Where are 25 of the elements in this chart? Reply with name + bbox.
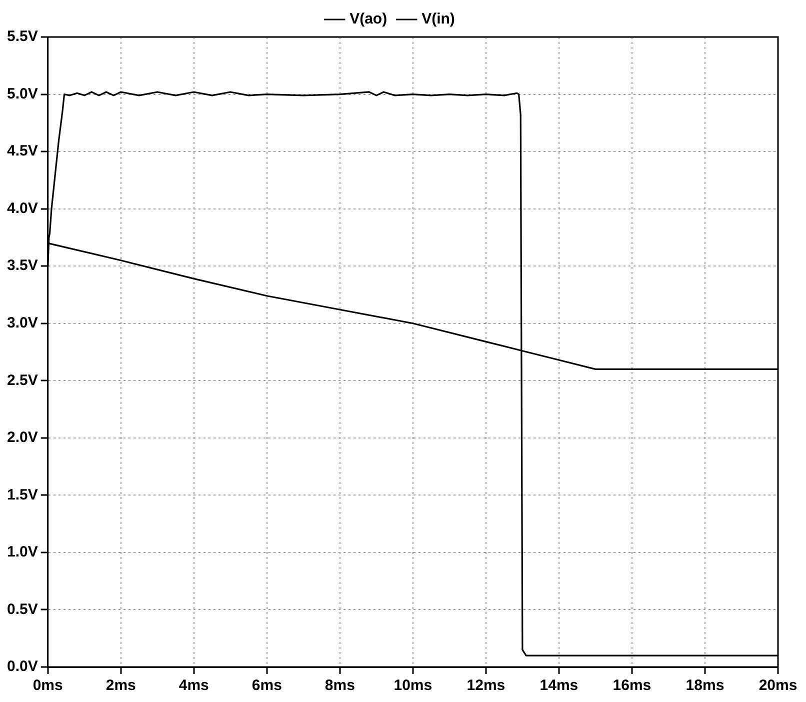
x-tick-label: 12ms xyxy=(466,677,506,694)
x-tick-label: 4ms xyxy=(178,677,209,694)
y-tick-label: 4.0V xyxy=(7,200,38,217)
x-tick-label: 16ms xyxy=(612,677,652,694)
x-tick-label: 18ms xyxy=(686,677,724,694)
y-tick-label: 5.0V xyxy=(7,85,38,102)
legend-label: V(in) xyxy=(422,10,455,28)
x-tick-label: 20ms xyxy=(758,677,798,694)
y-tick-label: 1.5V xyxy=(7,486,38,504)
legend-label: V(ao) xyxy=(350,10,388,28)
y-tick-label: 2.0V xyxy=(7,429,38,446)
x-tick-label: 2ms xyxy=(106,677,136,694)
x-tick-label: 0ms xyxy=(32,677,63,694)
x-tick-label: 8ms xyxy=(324,677,355,694)
y-tick-label: 2.5V xyxy=(7,372,38,389)
y-tick-label: 5.5V xyxy=(7,28,38,46)
y-tick-label: 0.0V xyxy=(7,658,38,676)
x-tick-label: 6ms xyxy=(252,677,282,694)
y-tick-label: 0.5V xyxy=(7,600,38,618)
x-tick-label: 10ms xyxy=(394,677,432,694)
y-tick-label: 1.0V xyxy=(7,544,38,561)
y-tick-label: 3.5V xyxy=(7,257,38,274)
y-tick-label: 3.0V xyxy=(7,314,38,332)
y-tick-label: 4.5V xyxy=(7,142,38,160)
x-tick-label: 14ms xyxy=(540,677,578,694)
